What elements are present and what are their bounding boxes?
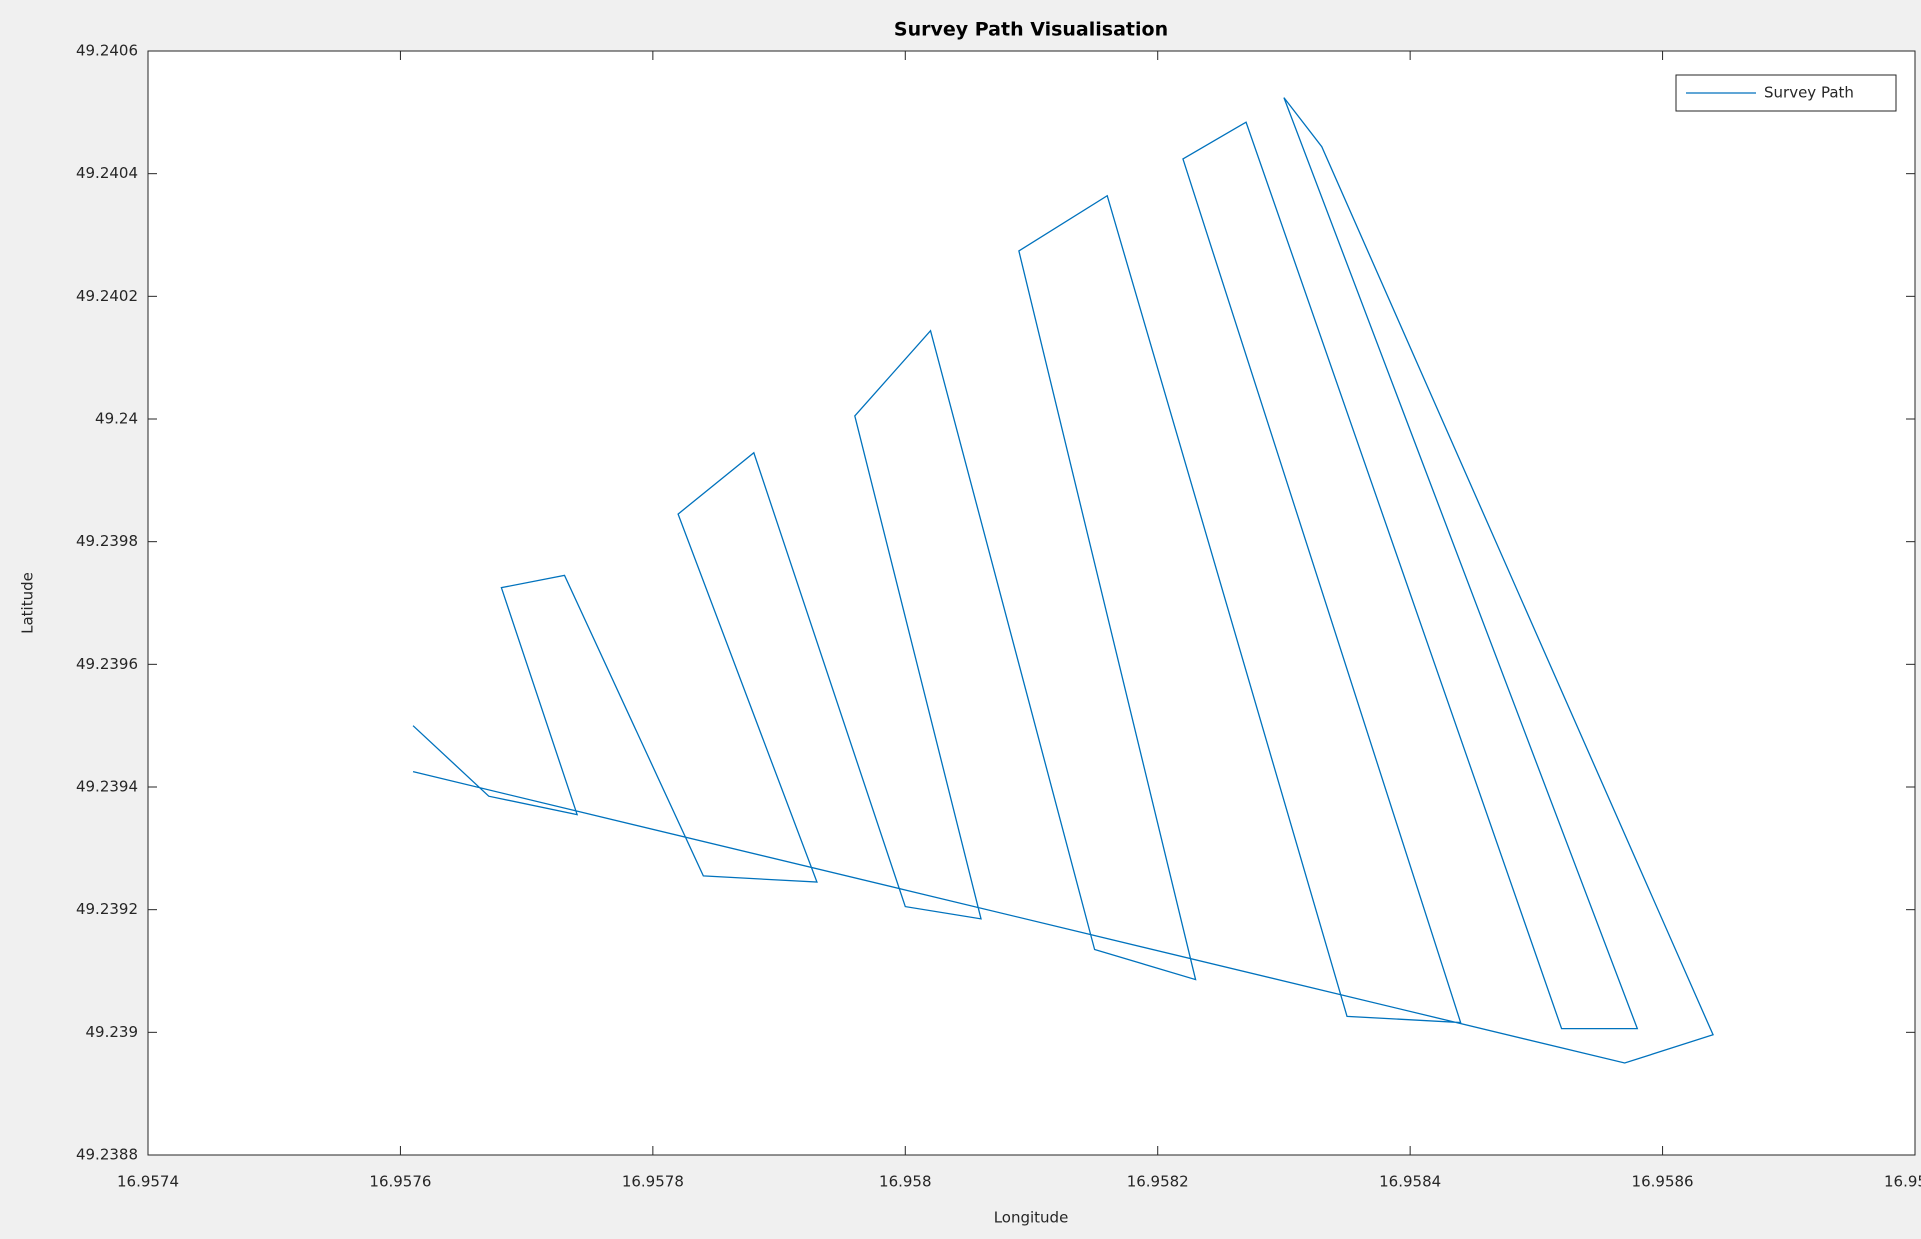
- y-tick-label: 49.2388: [76, 1146, 138, 1164]
- y-tick-label: 49.2394: [76, 778, 138, 796]
- x-tick-label: 16.9586: [1632, 1173, 1694, 1191]
- x-tick-label: 16.9582: [1127, 1173, 1189, 1191]
- axes: [147, 50, 1916, 1156]
- x-tick-label: 16.9584: [1379, 1173, 1441, 1191]
- y-tick-label: 49.2392: [76, 900, 138, 918]
- y-tick-label: 49.2396: [76, 655, 138, 673]
- y-axis-label: Latitude: [19, 572, 37, 634]
- x-tick-label: 16.958: [879, 1173, 932, 1191]
- legend-label: Survey Path: [1764, 84, 1854, 102]
- y-tick-label: 49.24: [95, 410, 138, 428]
- y-tick-label: 49.2398: [76, 532, 138, 550]
- y-tick-label: 49.239: [86, 1023, 139, 1041]
- x-tick-label: 16.9578: [622, 1173, 684, 1191]
- x-tick-label: 16.9574: [117, 1173, 179, 1191]
- x-axis-label: Longitude: [994, 1209, 1069, 1227]
- y-tick-label: 49.2404: [76, 164, 138, 182]
- x-tick-label: 16.9576: [369, 1173, 431, 1191]
- chart-title: Survey Path Visualisation: [894, 19, 1168, 41]
- survey-path: [412, 97, 1714, 1064]
- x-tick-label: 16.9588: [1884, 1173, 1921, 1191]
- y-tick-label: 49.2402: [76, 287, 138, 305]
- y-tick-label: 49.2406: [76, 42, 138, 60]
